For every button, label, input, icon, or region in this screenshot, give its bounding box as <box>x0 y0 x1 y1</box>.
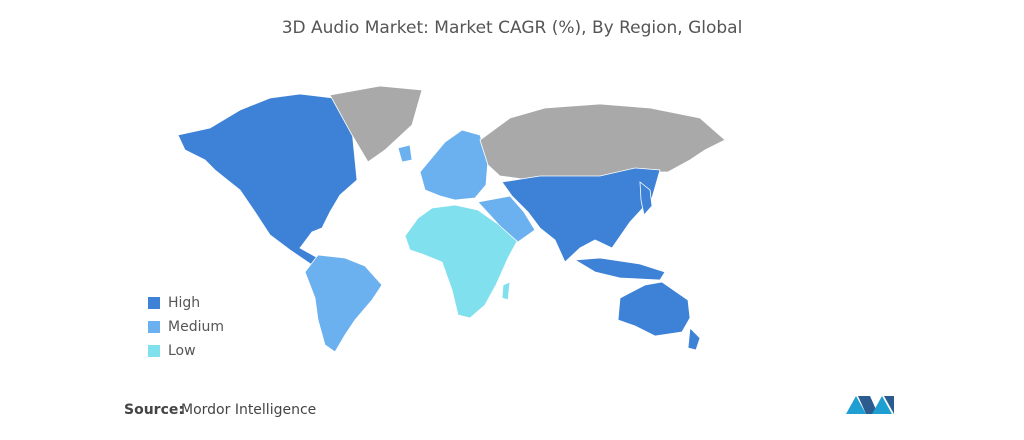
region-shape <box>397 144 413 163</box>
world-map <box>177 85 726 353</box>
legend-label: Medium <box>168 319 224 335</box>
logo <box>846 396 894 414</box>
region-shape <box>479 103 726 181</box>
region-shape <box>501 281 511 301</box>
region-shape <box>419 129 489 201</box>
region-shape <box>639 181 653 216</box>
title: 3D Audio Market: Market CAGR (%), By Reg… <box>282 18 743 38</box>
region-shape <box>617 281 691 337</box>
legend-swatch <box>148 345 160 357</box>
region-shape <box>404 204 521 319</box>
region-shape <box>177 93 358 269</box>
region-shape <box>329 85 423 163</box>
legend-swatch <box>148 321 160 333</box>
region-shape <box>304 254 383 353</box>
legend-label: Low <box>168 343 196 359</box>
legend-label: High <box>168 295 200 311</box>
region-shape <box>573 257 666 281</box>
region-shape <box>477 195 536 243</box>
legend: High Medium Low <box>148 295 224 359</box>
region-shape <box>687 327 701 351</box>
legend-swatch <box>148 297 160 309</box>
source-label: Source: <box>124 402 184 418</box>
region-shape <box>501 167 661 263</box>
source-text: Mordor Intelligence <box>181 402 316 418</box>
